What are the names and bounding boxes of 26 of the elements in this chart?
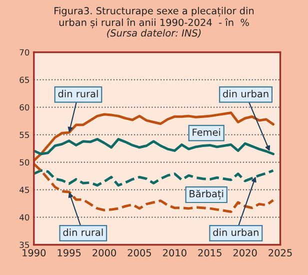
y-tick-label: 55 [20,132,29,138]
x-tick-label: 2000 [92,249,116,256]
x-tick-label: 2025 [268,249,292,256]
y-tick-label: 60 [20,104,30,111]
chart-subtitle: (Sursa datelor: INS) [107,29,201,38]
x-tick-label: 2005 [128,249,151,256]
y-tick-label: 35 [20,242,29,248]
x-tick-label: 2020 [233,249,257,256]
y-tick-label: 70 [20,49,30,56]
annotation: din rural [58,90,98,98]
annotation: Femei [192,128,220,136]
y-tick-label: 50 [20,159,30,166]
y-tick-label: 40 [20,214,30,221]
chart-title: Figura3. Structurape sexe a plecaților din urban și rural în anii 1990-2024 - în % [54,6,254,28]
x-tick-label: 1995 [58,249,81,256]
annotation: din urban [213,228,258,236]
line-series [34,169,274,187]
x-tick-label: 1990 [22,249,46,256]
annotation: din rural [63,228,103,236]
line-series [34,138,274,156]
annotation: din urban [223,90,268,98]
y-tick-label: 45 [20,186,29,194]
x-tick-label: 2010 [163,249,186,256]
x-tick-label: 2015 [198,249,222,256]
y-tick-label: 65 [20,76,29,84]
annotation: Bărbați [190,190,224,200]
